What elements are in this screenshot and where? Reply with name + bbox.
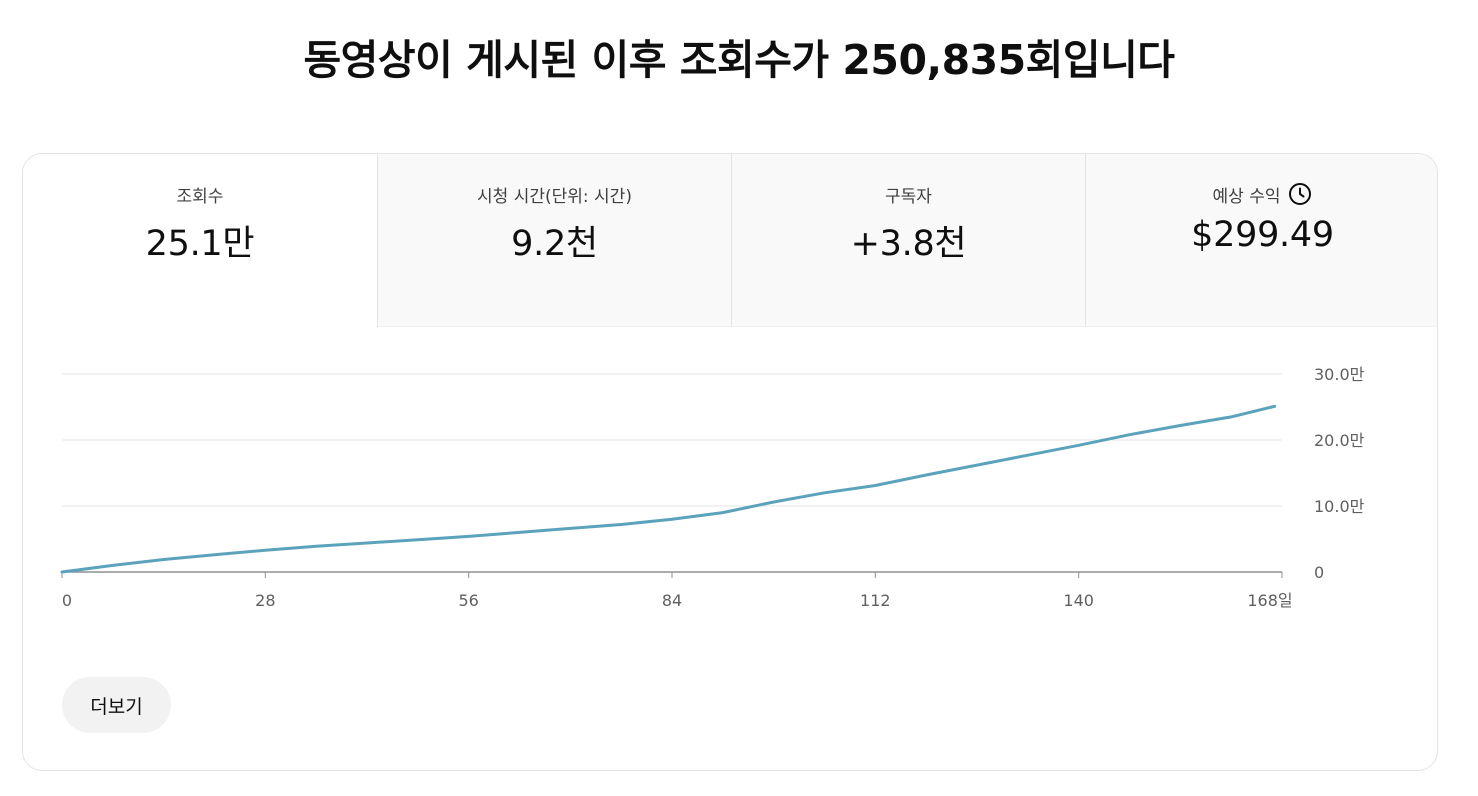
- page-title: 동영상이 게시된 이후 조회수가 250,835회입니다: [303, 36, 1175, 84]
- tab-subscribers-label-wrap: 구독자: [885, 181, 932, 207]
- tab-views-value: 25.1만: [145, 224, 255, 264]
- views-data-point: [1077, 444, 1080, 447]
- views-data-point: [1229, 415, 1233, 419]
- views-data-point: [416, 538, 420, 541]
- tab-views-label-wrap: 조회수: [177, 181, 224, 207]
- tab-subscribers[interactable]: 구독자 +3.8천: [731, 154, 1085, 327]
- views-data-point: [1128, 433, 1131, 436]
- tab-subscribers-value: +3.8천: [850, 224, 967, 264]
- chart-y-ticks: 0 10.0만 20.0만 30.0만: [1314, 365, 1365, 582]
- x-tick-label: 28: [255, 591, 275, 610]
- views-data-point: [264, 549, 267, 552]
- tab-estimated-revenue[interactable]: 예상 수익 $299.49: [1085, 154, 1437, 327]
- views-data-point: [1026, 453, 1030, 457]
- x-tick-label: 168일: [1247, 591, 1292, 610]
- views-data-point: [1179, 424, 1182, 427]
- views-data-point: [823, 491, 826, 494]
- tab-views[interactable]: 조회수 25.1만: [23, 154, 377, 327]
- x-tick-label: 112: [860, 591, 891, 610]
- y-tick-label: 0: [1314, 563, 1324, 582]
- tab-watch-time-label-wrap: 시청 시간(단위: 시간): [477, 181, 632, 207]
- views-data-point: [1273, 405, 1276, 408]
- tab-watch-time-label: 시청 시간(단위: 시간): [477, 186, 632, 207]
- chart-series: [60, 404, 1277, 574]
- x-tick-label: 84: [662, 591, 682, 610]
- views-data-point: [365, 541, 369, 545]
- analytics-card: 조회수 25.1만 시청 시간(단위: 시간) 9.2천 구독자 +3.8천 예…: [22, 153, 1438, 771]
- views-data-point: [772, 500, 775, 504]
- x-tick-label: 56: [458, 591, 478, 610]
- views-data-point: [569, 527, 572, 530]
- more-button[interactable]: 더보기: [62, 677, 171, 733]
- tab-views-label: 조회수: [176, 186, 224, 207]
- views-data-point: [619, 523, 623, 526]
- views-data-point: [314, 545, 318, 548]
- views-line-chart: 0 10.0만 20.0만 30.0만 0 28 56 84 112 140 168일: [60, 365, 1365, 610]
- y-tick-label: 30.0만: [1314, 365, 1365, 384]
- views-data-point: [924, 473, 928, 477]
- tab-watch-time-value: 9.2천: [511, 224, 598, 264]
- tab-watch-time[interactable]: 시청 시간(단위: 시간) 9.2천: [377, 154, 731, 327]
- views-data-point: [213, 553, 216, 557]
- y-tick-label: 20.0만: [1314, 431, 1365, 450]
- views-data-point: [874, 484, 877, 487]
- views-series-line: [60, 404, 1277, 574]
- views-data-point: [111, 564, 115, 567]
- views-data-point: [975, 463, 979, 467]
- chart-x-ticks: 0 28 56 84 112 140 168일: [61, 572, 1293, 610]
- views-data-point: [670, 518, 674, 521]
- x-tick-label: 140: [1063, 591, 1094, 610]
- views-data-point: [518, 531, 521, 534]
- clock-icon[interactable]: [1288, 182, 1312, 206]
- metric-tabs: 조회수 25.1만 시청 시간(단위: 시간) 9.2천 구독자 +3.8천 예…: [23, 154, 1437, 327]
- tab-revenue-label: 예상 수익: [1212, 186, 1281, 207]
- tab-revenue-value: $299.49: [1191, 215, 1334, 255]
- views-data-point: [721, 511, 725, 514]
- chart-gridlines: [62, 373, 1282, 573]
- tab-revenue-label-wrap: 예상 수익: [1213, 181, 1313, 207]
- views-data-point: [162, 558, 165, 561]
- views-data-point: [60, 570, 64, 574]
- tab-subscribers-label: 구독자: [885, 186, 932, 207]
- views-data-point: [467, 535, 470, 538]
- x-tick-label: 0: [62, 591, 72, 610]
- y-tick-label: 10.0만: [1314, 497, 1365, 516]
